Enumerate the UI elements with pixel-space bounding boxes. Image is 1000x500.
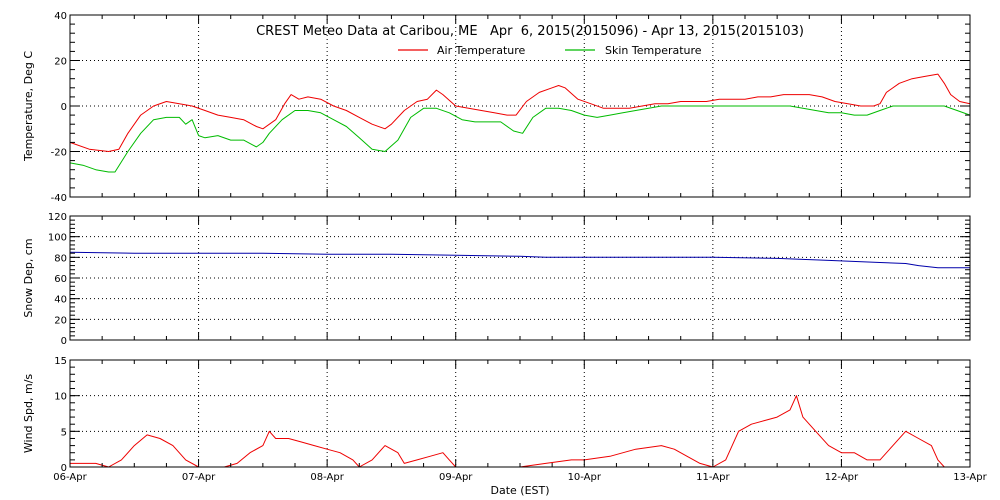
y-axis-label: Wind Spd, m/s	[22, 374, 35, 454]
y-tick-label: -20	[51, 148, 67, 159]
y-tick-label: 0	[61, 463, 67, 474]
y-tick-label: 120	[48, 212, 67, 223]
x-tick-label: 07-Apr	[182, 472, 216, 483]
y-tick-label: 80	[54, 253, 67, 264]
y-tick-label: 0	[61, 102, 67, 113]
y-tick-label: 40	[54, 295, 67, 306]
x-tick-label: 13-Apr	[953, 472, 987, 483]
legend-skin-temperature-label: Skin Temperature	[605, 44, 702, 57]
y-tick-label: 60	[54, 274, 67, 285]
y-tick-label: 10	[54, 392, 67, 403]
chart-title: CREST Meteo Data at Caribou, ME Apr 6, 2…	[256, 24, 804, 39]
y-tick-label: 20	[54, 57, 67, 68]
y-axis-label: Temperature, Deg C	[22, 51, 35, 162]
y-tick-label: 15	[54, 356, 67, 367]
panels-layer: -40 -20 0 20 40 Temperature, Deg C 0 20 40 60 80 10…	[22, 11, 988, 483]
panel-1: -40 -20 0 20 40 Temperature, Deg C	[22, 11, 971, 204]
y-tick-label: -40	[51, 193, 67, 204]
y-tick-label: 5	[61, 427, 67, 438]
x-tick-label: 12-Apr	[825, 472, 859, 483]
panel-1-series-2-line	[69, 105, 971, 173]
x-tick-label: 09-Apr	[439, 472, 473, 483]
legend-air-temperature-label: Air Temperature	[437, 44, 526, 57]
y-tick-label: 20	[54, 315, 67, 326]
x-tick-label: 10-Apr	[568, 472, 602, 483]
x-tick-label: 06-Apr	[53, 472, 87, 483]
panel-2-series-1-line	[69, 251, 970, 269]
x-tick-label: 08-Apr	[310, 472, 344, 483]
panel-2: 0 20 40 60 80 100 120 Snow Dep, cm	[22, 212, 971, 347]
panel-1-series-1-line	[69, 73, 971, 152]
x-axis-label: Date (EST)	[490, 484, 549, 497]
y-tick-label: 40	[54, 11, 67, 22]
legend: Air Temperature Skin Temperature	[398, 44, 702, 57]
y-tick-label: 100	[48, 233, 67, 244]
y-axis-label: Snow Dep, cm	[22, 238, 35, 317]
x-tick-label: 11-Apr	[696, 472, 730, 483]
panel-3: 0 5 10 15 Wind Spd, m/s	[22, 356, 971, 474]
y-tick-label: 0	[61, 336, 67, 347]
